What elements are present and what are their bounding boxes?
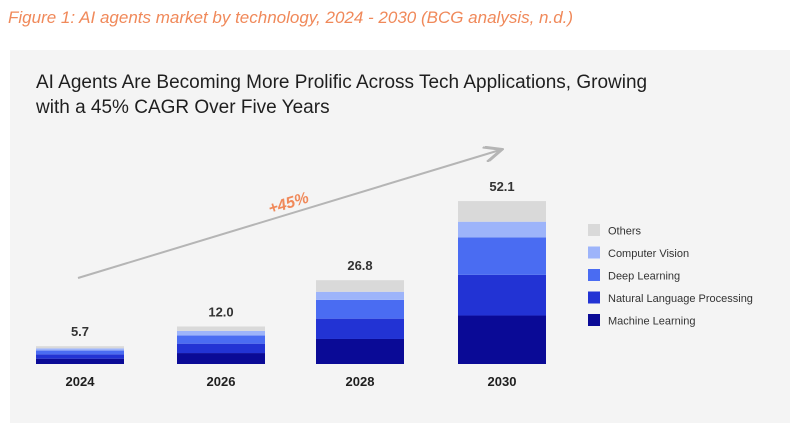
bar-segment-2030-natural-language-processing xyxy=(458,274,546,316)
legend-swatch-machine-learning xyxy=(588,314,600,326)
bar-segment-2028-natural-language-processing xyxy=(316,318,404,339)
bar-segment-2030-deep-learning xyxy=(458,237,546,275)
bar-segment-2024-natural-language-processing xyxy=(36,354,124,359)
bar-segment-2024-others xyxy=(36,346,124,349)
figure-caption: Figure 1: AI agents market by technology… xyxy=(8,8,574,27)
bar-segment-2026-computer-vision xyxy=(177,330,265,336)
legend-label-machine-learning: Machine Learning xyxy=(608,316,695,328)
bar-segment-2026-natural-language-processing xyxy=(177,343,265,354)
total-label-2024: 5.7 xyxy=(71,324,89,339)
bar-segment-2030-computer-vision xyxy=(458,221,546,238)
legend-swatch-deep-learning xyxy=(588,269,600,281)
bar-segment-2024-machine-learning xyxy=(36,358,124,364)
bar-segment-2026-machine-learning xyxy=(177,353,265,364)
chart-title: AI Agents Are Becoming More Prolific Acr… xyxy=(36,72,648,118)
bar-segment-2026-deep-learning xyxy=(177,335,265,344)
bar-segment-2030-others xyxy=(458,201,546,222)
chart-panel: AI Agents Are Becoming More Prolific Acr… xyxy=(10,50,790,423)
bar-segment-2026-others xyxy=(177,326,265,331)
x-tick-label-2026: 2026 xyxy=(207,374,236,389)
legend-label-natural-language-processing: Natural Language Processing xyxy=(608,293,753,305)
growth-arrow xyxy=(77,150,500,279)
legend-swatch-others xyxy=(588,224,600,236)
bar-segment-2024-deep-learning xyxy=(36,350,124,355)
legend-label-others: Others xyxy=(608,226,642,238)
x-tick-label-2028: 2028 xyxy=(346,374,375,389)
legend-swatch-computer-vision xyxy=(588,246,600,259)
bar-segment-2028-others xyxy=(316,280,404,292)
total-label-2028: 26.8 xyxy=(347,258,372,273)
x-tick-label-2024: 2024 xyxy=(66,374,96,389)
bar-segment-2030-machine-learning xyxy=(458,315,546,364)
total-label-2026: 12.0 xyxy=(208,304,233,319)
x-tick-label-2030: 2030 xyxy=(488,374,517,389)
bar-segment-2028-machine-learning xyxy=(316,338,404,364)
legend-label-computer-vision: Computer Vision xyxy=(608,248,689,260)
bar-segment-2028-computer-vision xyxy=(316,291,404,300)
stacked-bar-chart: +45%5.7202412.0202626.8202852.12030Other… xyxy=(36,50,753,389)
total-label-2030: 52.1 xyxy=(489,179,514,194)
bar-segment-2024-computer-vision xyxy=(36,348,124,351)
legend-label-deep-learning: Deep Learning xyxy=(608,271,680,283)
bar-segment-2028-deep-learning xyxy=(316,299,404,319)
legend-swatch-natural-language-processing xyxy=(588,291,600,304)
